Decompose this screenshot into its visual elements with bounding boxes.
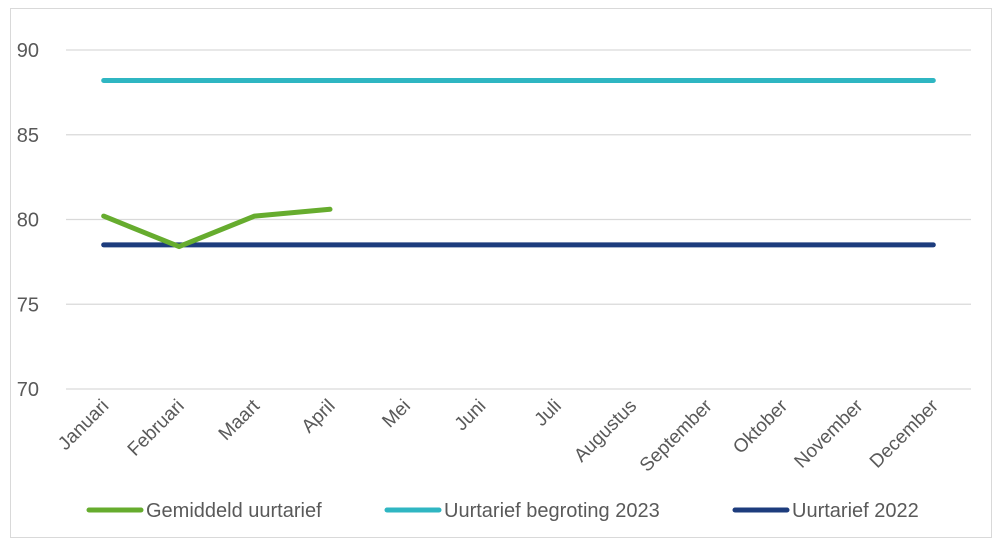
y-tick-label: 75 [17, 294, 39, 316]
x-tick-label: Juli [531, 396, 566, 431]
x-tick-label: Mei [378, 396, 415, 433]
legend-label-0: Gemiddeld uurtarief [146, 500, 322, 522]
x-tick-label: Augustus [570, 396, 641, 467]
y-tick-label: 85 [17, 125, 39, 147]
x-tick-label: Februari [124, 396, 189, 461]
x-tick-label: December [866, 395, 943, 472]
x-tick-label: Oktober [729, 395, 792, 458]
chart-frame: 90 85 80 75 70 Januari Februari Maart April Mei J… [10, 8, 992, 538]
x-tick-label: November [791, 395, 868, 472]
x-tick-label: April [298, 396, 340, 438]
x-tick-label: Januari [54, 396, 113, 455]
y-tick-label: 80 [17, 210, 39, 232]
gridlines [66, 49, 971, 390]
x-tick-label: Maart [215, 395, 265, 445]
x-tick-label: Juni [451, 396, 490, 435]
y-tick-label: 90 [17, 40, 39, 62]
y-axis-ticks: 90 85 80 75 70 [17, 40, 39, 401]
y-tick-label: 70 [17, 379, 39, 401]
x-axis-ticks: Januari Februari Maart April Mei Juni Juli Augu… [54, 395, 943, 476]
legend-label-2: Uurtarief 2022 [792, 500, 919, 522]
legend-label-1: Uurtarief begroting 2023 [444, 500, 660, 522]
x-tick-label: September [636, 395, 717, 476]
series-lines [101, 78, 936, 250]
legend: Gemiddeld uurtarief Uurtarief begroting 2… [86, 500, 919, 522]
series-line-0 [101, 206, 333, 250]
